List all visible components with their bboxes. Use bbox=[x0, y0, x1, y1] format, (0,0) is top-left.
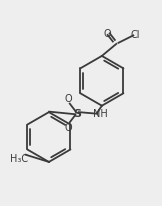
Text: Cl: Cl bbox=[131, 30, 140, 40]
Text: O: O bbox=[64, 123, 72, 133]
Text: O: O bbox=[104, 28, 111, 39]
Text: S: S bbox=[73, 108, 81, 118]
Text: NH: NH bbox=[93, 108, 108, 118]
Text: H₃C: H₃C bbox=[10, 153, 28, 163]
Text: O: O bbox=[64, 94, 72, 104]
